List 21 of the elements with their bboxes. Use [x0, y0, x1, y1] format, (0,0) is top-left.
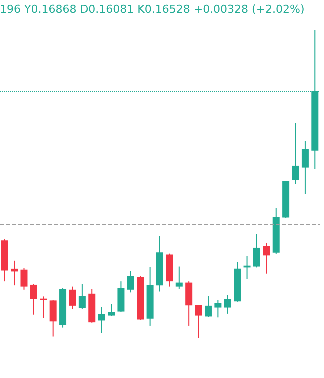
candlestick	[11, 260, 18, 286]
candlestick	[30, 284, 38, 316]
candlestick	[204, 296, 212, 318]
text: 196 Y0.16868 D0.16081 K0.16528 +0.00328 (+2.02%)	[0, 3, 305, 16]
candlestick	[108, 304, 116, 317]
candlestick	[224, 294, 232, 314]
candlestick	[186, 281, 193, 326]
candlestick	[118, 281, 125, 313]
candlestick	[78, 284, 86, 310]
candlestick	[50, 300, 57, 338]
candlestick	[176, 266, 183, 290]
candlestick	[69, 286, 76, 310]
candlestick	[214, 300, 222, 318]
candlestick	[292, 122, 300, 185]
candlestick	[127, 270, 134, 294]
candlestick	[20, 268, 28, 290]
candlestick	[263, 242, 270, 274]
candlestick	[302, 140, 309, 195]
candlestick	[253, 234, 260, 268]
candlestick	[98, 306, 106, 334]
candlestick	[195, 304, 202, 339]
